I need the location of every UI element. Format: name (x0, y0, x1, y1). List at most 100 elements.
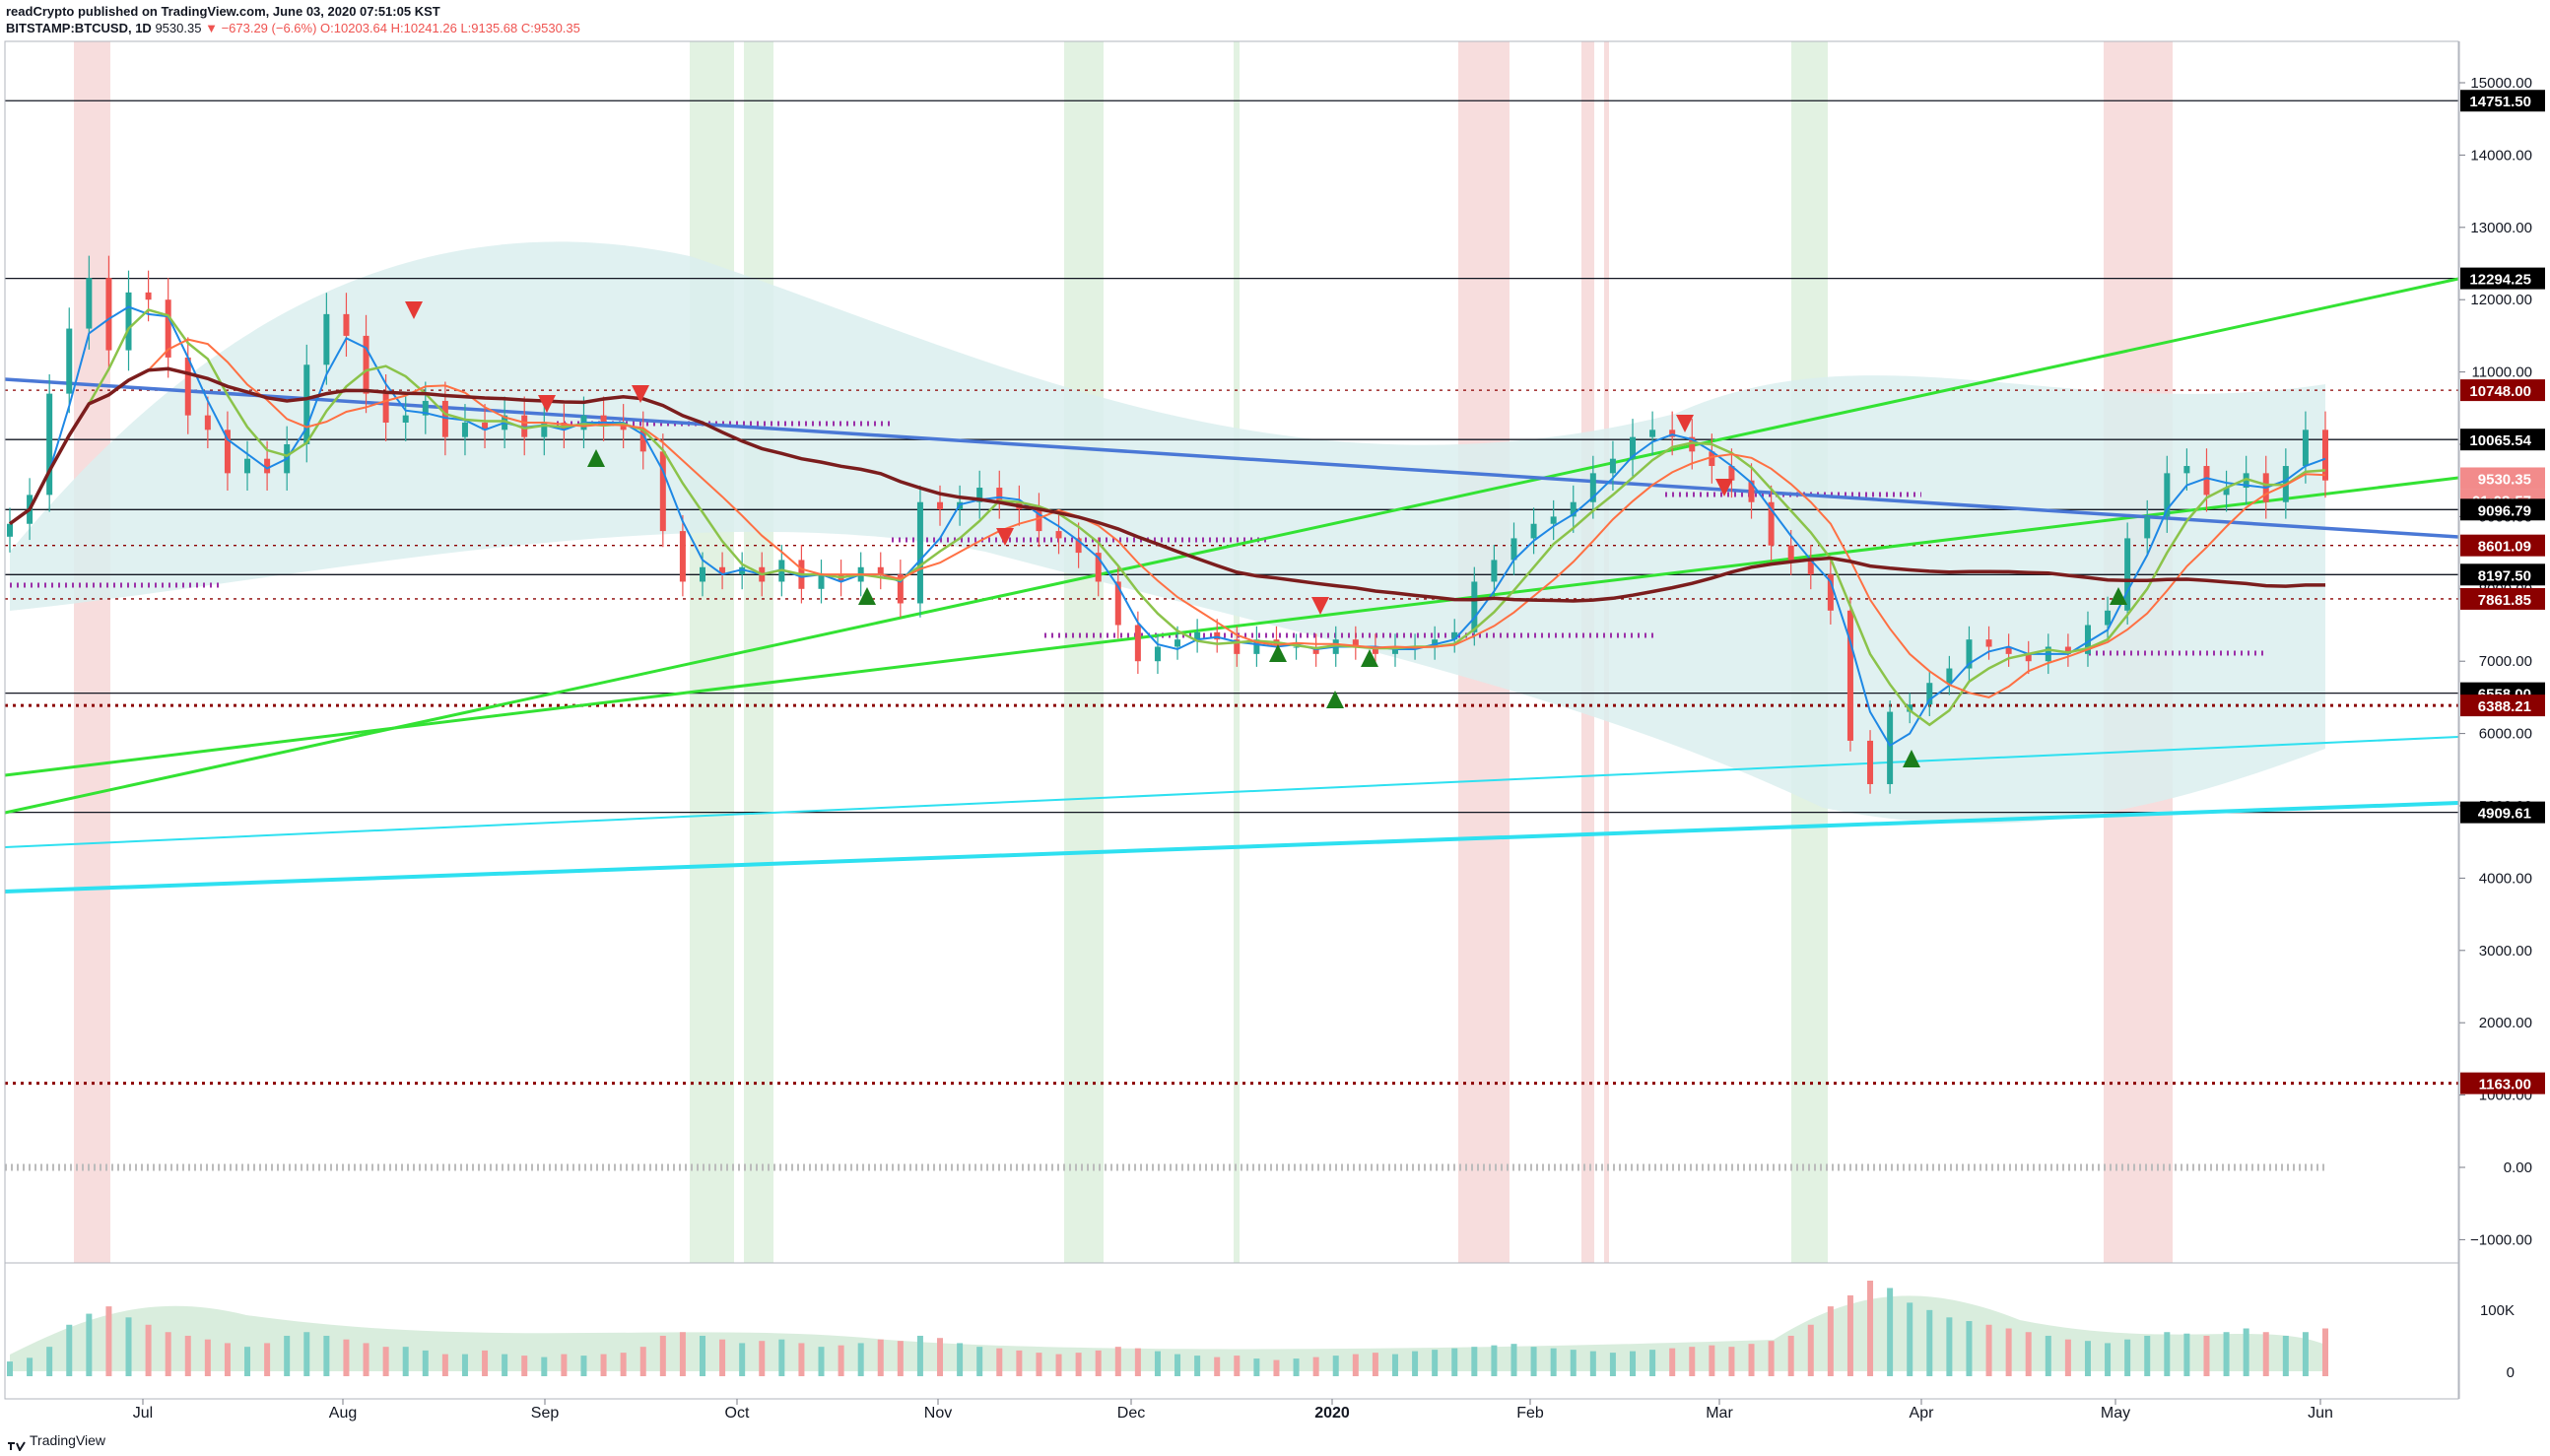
volume-bar (877, 1339, 884, 1376)
sell-signal-icon (538, 395, 556, 413)
volume-bar (1887, 1288, 1894, 1376)
candle (1907, 704, 1913, 712)
sell-signal-icon (996, 528, 1014, 546)
y-tick-label: 12000.00 (2470, 292, 2532, 308)
volume-bar (1273, 1359, 1280, 1376)
volume-bar (1391, 1354, 1398, 1376)
candle (739, 566, 746, 575)
volume-bar (1114, 1347, 1121, 1376)
candle (1689, 436, 1696, 452)
last-price: 9530.35 (155, 21, 202, 35)
candle (659, 451, 666, 532)
volume-bar (2322, 1328, 2328, 1376)
volume-bar (679, 1332, 686, 1376)
volume-bar (482, 1350, 489, 1376)
signal-markers (405, 301, 2127, 767)
price-label-tag (2460, 563, 2545, 586)
candle (1432, 639, 1439, 647)
candle (1194, 631, 1201, 640)
volume-bar (1827, 1306, 1834, 1376)
candle (1234, 639, 1241, 654)
volume-bar (1867, 1281, 1874, 1376)
volume-bar (1589, 1351, 1596, 1376)
candle (482, 422, 489, 430)
moving-average-line (9, 308, 2326, 727)
plot-border (4, 40, 2459, 1400)
candle (1510, 538, 1517, 561)
volume-bar (1174, 1354, 1181, 1376)
candle (1352, 639, 1359, 647)
ichimoku-cloud (10, 241, 2325, 825)
volume-bar (2183, 1333, 2190, 1376)
tradingview-logo[interactable]: TradingView (8, 1430, 106, 1453)
candle (1391, 646, 1398, 654)
volume-bar (1471, 1347, 1478, 1376)
volume-bar (2282, 1335, 2289, 1376)
price-label-text: 10748.00 (2469, 383, 2531, 400)
volume-bar (1530, 1347, 1537, 1376)
candle (1451, 631, 1458, 640)
candle (1036, 509, 1042, 532)
x-tick-label: Oct (725, 1405, 750, 1422)
symbol-line: BITSTAMP:BTCUSD, 1D 9530.35 ▼ −673.29 (−… (6, 19, 580, 37)
candle (204, 415, 211, 430)
buy-signal-icon (1269, 644, 1287, 662)
volume-bar (1728, 1347, 1735, 1376)
price-label-tag (2460, 695, 2545, 717)
y-tick-label: 7000.00 (2479, 653, 2532, 670)
price-label-tag (2460, 429, 2545, 451)
trend-line (4, 277, 2459, 815)
candle (1114, 581, 1121, 626)
candle (2144, 516, 2151, 539)
price-label-tag (2460, 587, 2545, 610)
candle (264, 458, 271, 474)
candle (600, 415, 607, 423)
volume-bar (798, 1343, 805, 1376)
candle (363, 335, 369, 394)
volume-tick-label: 0 (2507, 1364, 2515, 1381)
volume-bar (2223, 1332, 2230, 1376)
volume-bar (1907, 1302, 1913, 1376)
buy-signal-icon (587, 449, 605, 467)
trend-line (4, 377, 2459, 539)
volume-bar (303, 1332, 310, 1376)
candle (2124, 538, 2131, 611)
ohlc-values: O:10203.64 H:10241.26 L:9135.68 C:9530.3… (320, 21, 580, 35)
volume-bar (264, 1343, 271, 1376)
volume-bar (838, 1345, 844, 1376)
candle (719, 566, 726, 575)
volume-bar (937, 1338, 944, 1376)
volume-bar (639, 1347, 646, 1376)
candle (1867, 740, 1874, 784)
candle (1075, 538, 1082, 554)
candle (2084, 625, 2091, 654)
candle (1748, 480, 1755, 502)
y-tick-label: 4000.00 (2479, 870, 2532, 887)
trend-lines (4, 277, 2459, 893)
candle (441, 400, 448, 437)
candle (1471, 581, 1478, 632)
volume-bar (1154, 1351, 1161, 1376)
volume-bar (1214, 1357, 1221, 1376)
volume-bar (1689, 1347, 1696, 1376)
price-label-text: 9096.79 (2478, 502, 2531, 519)
volume-bar (1669, 1348, 1676, 1376)
candle (1372, 646, 1378, 654)
chart-header: readCrypto published on TradingView.com,… (6, 2, 1484, 41)
buy-signal-icon (2110, 587, 2127, 605)
candle (46, 393, 53, 496)
candle (343, 313, 350, 336)
volume-bar (1609, 1353, 1616, 1376)
tradingview-logo-text: TradingView (30, 1432, 106, 1448)
y-tick-label: 3000.00 (2479, 943, 2532, 960)
volume-bar (1926, 1309, 1933, 1376)
volume-bar (1075, 1353, 1082, 1376)
volume-bar (1630, 1351, 1637, 1376)
volume-bar (2005, 1328, 2012, 1376)
x-tick-label: Jun (2308, 1405, 2333, 1422)
sell-signal-icon (1715, 479, 1733, 496)
volume-bar (1985, 1324, 1992, 1376)
candle (244, 458, 251, 474)
candle (976, 488, 983, 502)
